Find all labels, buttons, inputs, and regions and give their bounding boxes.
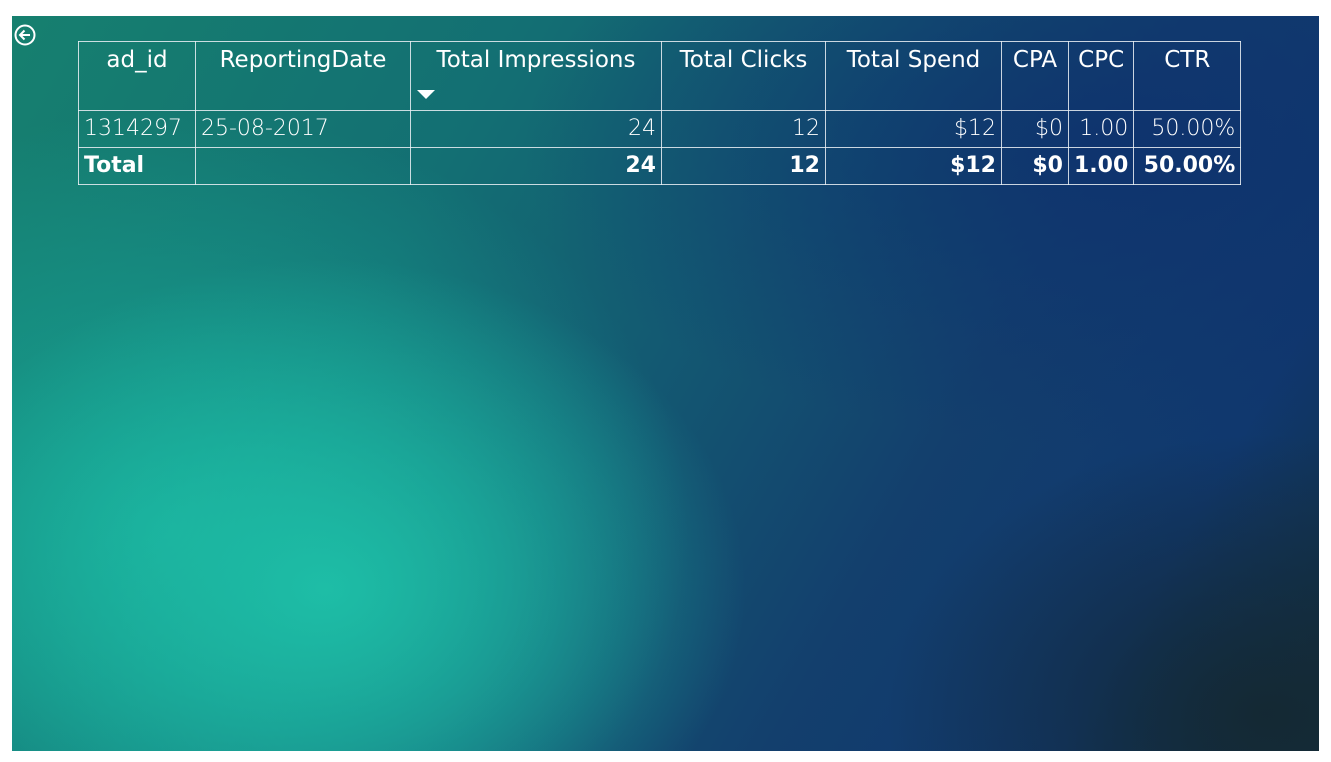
column-header-label: Total Clicks (679, 47, 808, 73)
cell-cpa: $0 (1001, 110, 1069, 148)
sort-descending-icon (417, 90, 435, 99)
cell-total-impressions: 24 (410, 110, 662, 148)
total-impressions: 24 (410, 147, 662, 185)
back-button[interactable] (14, 24, 36, 46)
total-reporting-date (195, 147, 411, 185)
total-row: Total 24 12 $12 $0 1.00 50.00% (78, 147, 1242, 185)
total-clicks: 12 (661, 147, 826, 185)
column-header-reporting-date[interactable]: ReportingDate (195, 41, 411, 111)
total-cpc: 1.00 (1067, 147, 1135, 185)
report-table: ad_id ReportingDate Total Impressions To… (78, 41, 1242, 185)
column-header-label: ad_id (106, 47, 168, 73)
cell-ctr: 50.00% (1133, 110, 1242, 148)
header-row: ad_id ReportingDate Total Impressions To… (78, 41, 1242, 111)
table-row[interactable]: 1314297 25-08-2017 24 12 $12 $0 1.00 50.… (78, 110, 1242, 148)
column-header-total-clicks[interactable]: Total Clicks (661, 41, 826, 111)
column-header-label: CPC (1078, 47, 1125, 73)
cell-reporting-date: 25-08-2017 (195, 110, 411, 148)
column-header-ctr[interactable]: CTR (1133, 41, 1242, 111)
arrow-left-circle-icon (14, 24, 36, 46)
column-header-label: Total Spend (846, 47, 981, 73)
column-header-cpa[interactable]: CPA (1001, 41, 1069, 111)
cell-total-spend: $12 (825, 110, 1002, 148)
total-cpa: $0 (1001, 147, 1069, 185)
total-spend: $12 (825, 147, 1002, 185)
total-ctr: 50.00% (1133, 147, 1242, 185)
column-header-cpc[interactable]: CPC (1067, 41, 1135, 111)
column-header-label: CPA (1012, 47, 1058, 73)
column-header-label: CTR (1164, 47, 1211, 73)
column-header-ad-id[interactable]: ad_id (78, 41, 196, 111)
report-canvas: ad_id ReportingDate Total Impressions To… (12, 16, 1319, 751)
column-header-total-impressions[interactable]: Total Impressions (410, 41, 662, 111)
cell-total-clicks: 12 (661, 110, 826, 148)
cell-ad-id: 1314297 (78, 110, 196, 148)
total-label: Total (78, 147, 196, 185)
cell-cpc: 1.00 (1067, 110, 1135, 148)
column-header-total-spend[interactable]: Total Spend (825, 41, 1002, 111)
column-header-label: Total Impressions (436, 47, 636, 73)
column-header-label: ReportingDate (219, 47, 387, 73)
